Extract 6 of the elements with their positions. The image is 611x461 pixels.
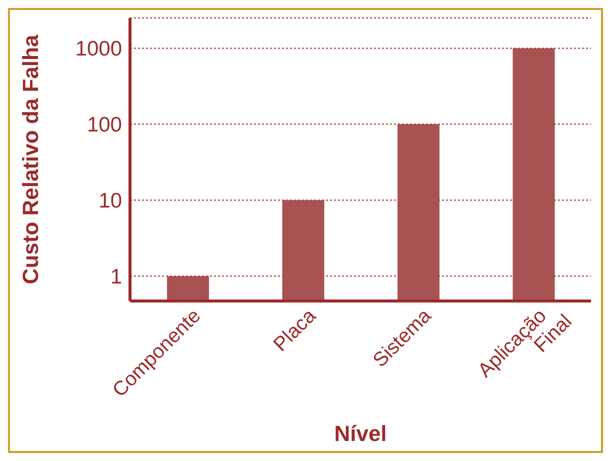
y-tick-label: 1000: [75, 38, 122, 61]
y-axis-title: Custo Relativo da Falha: [18, 34, 43, 284]
y-tick-label: 10: [98, 190, 122, 213]
y-tick-label: 1: [110, 266, 122, 289]
x-axis-title: Nível: [334, 421, 387, 446]
y-tick-label: 100: [86, 114, 122, 137]
